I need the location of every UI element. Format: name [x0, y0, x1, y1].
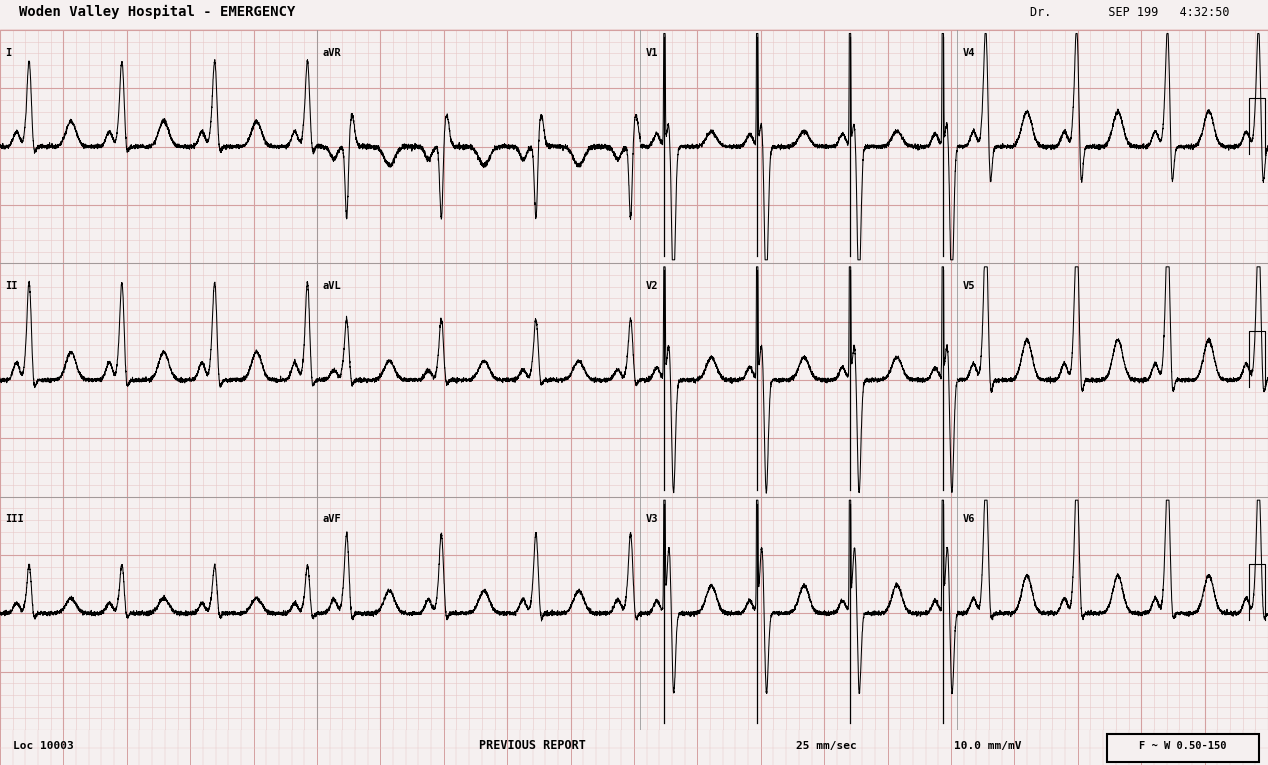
Text: F ~ W 0.50-150: F ~ W 0.50-150 — [1139, 741, 1227, 750]
Text: I: I — [5, 47, 11, 57]
Text: Dr.        SEP 199   4:32:50: Dr. SEP 199 4:32:50 — [1031, 5, 1230, 18]
Text: V2: V2 — [645, 281, 658, 291]
Text: V4: V4 — [962, 47, 975, 57]
Text: Loc 10003: Loc 10003 — [13, 741, 74, 750]
Text: V5: V5 — [962, 281, 975, 291]
Text: V1: V1 — [645, 47, 658, 57]
Text: V6: V6 — [962, 514, 975, 524]
Bar — [1107, 734, 1259, 761]
Text: aVR: aVR — [322, 47, 341, 57]
Text: 10.0 mm/mV: 10.0 mm/mV — [954, 741, 1021, 750]
Text: aVL: aVL — [322, 281, 341, 291]
Text: 25 mm/sec: 25 mm/sec — [796, 741, 857, 750]
Text: II: II — [5, 281, 18, 291]
Text: Woden Valley Hospital - EMERGENCY: Woden Valley Hospital - EMERGENCY — [19, 5, 295, 19]
Text: PREVIOUS REPORT: PREVIOUS REPORT — [479, 739, 586, 752]
Text: V3: V3 — [645, 514, 658, 524]
Text: aVF: aVF — [322, 514, 341, 524]
Text: III: III — [5, 514, 24, 524]
